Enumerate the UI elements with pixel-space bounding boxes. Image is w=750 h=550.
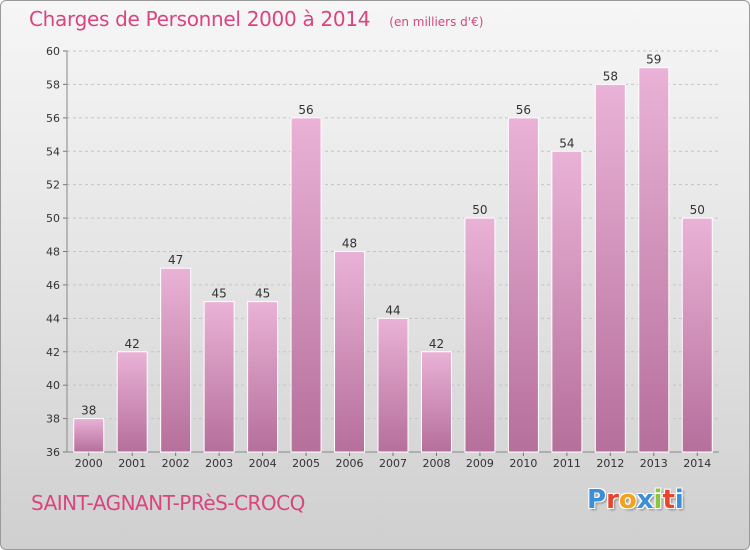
logo-letter: x: [636, 485, 654, 515]
data-label: 42: [125, 337, 140, 351]
logo-letter: r: [606, 485, 619, 515]
bar-2013: [638, 67, 670, 453]
logo-letter: P: [587, 485, 607, 515]
bar-2000: [73, 418, 105, 453]
x-tick-label: 2000: [75, 457, 103, 470]
bar-2005: [290, 117, 322, 453]
chart-title: Charges de Personnel 2000 à 2014: [29, 7, 371, 31]
data-label: 44: [385, 303, 400, 317]
chart-subtitle: (en milliers d'€): [389, 15, 484, 29]
y-tick-label: 46: [46, 279, 60, 292]
data-label: 58: [603, 69, 618, 83]
x-tick-label: 2004: [249, 457, 277, 470]
bar-2014: [681, 217, 713, 453]
y-tick-label: 58: [46, 78, 60, 91]
logo-letter: i: [674, 485, 684, 515]
y-tick-label: 38: [46, 413, 60, 426]
commune-name: SAINT-AGNANT-PRèS-CROCQ: [31, 491, 305, 515]
data-label: 50: [472, 203, 487, 217]
bar-2012: [594, 83, 626, 453]
y-tick-label: 42: [46, 346, 60, 359]
bar-2008: [420, 351, 452, 453]
x-tick-label: 2006: [336, 457, 364, 470]
bar-2010: [507, 117, 539, 453]
data-label: 56: [298, 103, 313, 117]
x-tick-label: 2012: [596, 457, 624, 470]
y-tick-label: 56: [46, 112, 60, 125]
data-label: 45: [211, 287, 226, 301]
x-tick-label: 2008: [422, 457, 450, 470]
data-label: 38: [81, 404, 96, 418]
y-tick-label: 60: [46, 45, 60, 58]
bar-2004: [247, 301, 279, 453]
bar-2003: [203, 301, 235, 453]
logo-letter: i: [653, 485, 663, 515]
x-tick-label: 2014: [683, 457, 711, 470]
bar-2007: [377, 317, 409, 453]
data-label: 47: [168, 253, 183, 267]
x-tick-label: 2001: [118, 457, 146, 470]
logo-letter: o: [618, 485, 637, 515]
proxiti-logo: Proxiti: [587, 485, 684, 515]
x-tick-label: 2013: [640, 457, 668, 470]
data-label: 59: [646, 53, 661, 67]
data-label: 42: [429, 337, 444, 351]
x-tick-label: 2002: [162, 457, 190, 470]
data-label: 48: [342, 237, 357, 251]
data-label: 45: [255, 287, 270, 301]
x-tick-label: 2007: [379, 457, 407, 470]
bar-2002: [160, 267, 192, 453]
data-label: 56: [516, 103, 531, 117]
data-label: 54: [559, 136, 574, 150]
bar-2009: [464, 217, 496, 453]
y-tick-label: 40: [46, 379, 60, 392]
x-tick-label: 2003: [205, 457, 233, 470]
y-tick-label: 54: [46, 145, 60, 158]
title-row: Charges de Personnel 2000 à 2014 (en mil…: [29, 7, 483, 31]
x-tick-label: 2010: [509, 457, 537, 470]
data-labels: 38 42 47 45 45 56 48 44 42 50 56 54 58 59 50: [81, 53, 705, 418]
y-tick-label: 50: [46, 212, 60, 225]
bar-2011: [551, 150, 583, 453]
x-tick-label: 2009: [466, 457, 494, 470]
y-tick-label: 48: [46, 246, 60, 259]
data-label: 50: [690, 203, 705, 217]
x-tick-label: 2011: [553, 457, 581, 470]
logo-letter: t: [662, 485, 675, 515]
bars: [73, 67, 713, 453]
y-tick-label: 52: [46, 179, 60, 192]
bar-2006: [334, 251, 366, 453]
y-tick-label: 44: [46, 312, 60, 325]
y-tick-label: 36: [46, 446, 60, 459]
x-tick-label: 2005: [292, 457, 320, 470]
bar-2001: [116, 351, 148, 453]
